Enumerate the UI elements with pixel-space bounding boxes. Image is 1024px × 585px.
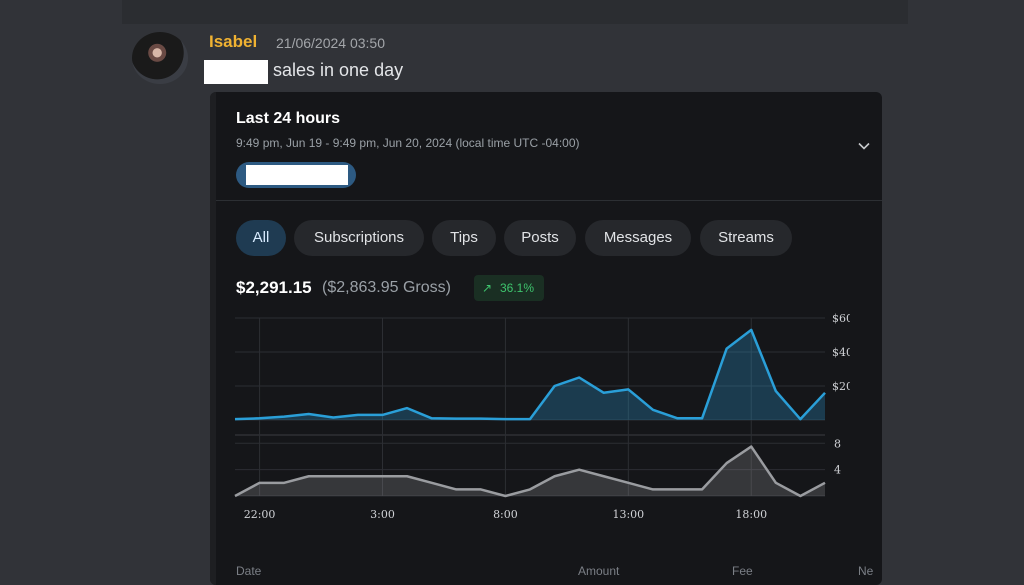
y-tick-label: $200 (832, 380, 850, 393)
col-header-net: Ne (858, 564, 874, 578)
tab-tips[interactable]: Tips (432, 220, 496, 256)
period-range: 9:49 pm, Jun 19 - 9:49 pm, Jun 20, 2024 … (236, 136, 580, 150)
change-percent: 36.1% (500, 281, 535, 295)
earnings-chart: $600 $400 $200 8 4 22:00 3:00 8:00 13:00 18:00 (234, 312, 850, 521)
amount-series-line (234, 328, 826, 421)
change-badge: ↗ 36.1% (474, 275, 544, 301)
y-tick-label: 4 (834, 464, 841, 477)
count-series-area (235, 446, 825, 496)
tab-all[interactable]: All (236, 220, 286, 256)
embed-left-edge (210, 92, 216, 585)
count-series-line (234, 445, 826, 498)
x-tick-label: 8:00 (493, 508, 518, 521)
tab-subscriptions[interactable]: Subscriptions (294, 220, 424, 256)
x-tick-label: 3:00 (370, 508, 395, 521)
col-header-amount: Amount (578, 564, 620, 578)
trend-up-arrow-icon: ↗ (482, 281, 493, 295)
x-tick-label: 22:00 (244, 508, 276, 521)
x-tick-label: 13:00 (612, 508, 644, 521)
amount-chart (234, 328, 826, 421)
redacted-text-block (204, 60, 268, 84)
period-title: Last 24 hours (236, 110, 341, 127)
net-amount: $2,291.15 (236, 278, 312, 297)
x-tick-label: 18:00 (735, 508, 767, 521)
message-text: sales in one day (273, 60, 404, 80)
count-chart (234, 445, 826, 498)
previous-message-strip (122, 0, 908, 24)
chart-grid (235, 317, 825, 497)
redaction-box (246, 165, 348, 185)
col-header-date: Date (236, 564, 262, 578)
chart-labels: $600 $400 $200 8 4 22:00 3:00 8:00 13:00 18:00 (244, 312, 850, 521)
message-timestamp: 21/06/2024 03:50 (276, 35, 385, 51)
tab-streams[interactable]: Streams (700, 220, 792, 256)
redacted-pill (236, 162, 356, 188)
user-avatar[interactable] (132, 32, 188, 84)
tab-messages[interactable]: Messages (585, 220, 691, 256)
y-tick-label: $400 (832, 346, 850, 359)
tab-posts[interactable]: Posts (504, 220, 576, 256)
amount-series-area (235, 329, 825, 420)
message-author[interactable]: Isabel (209, 32, 258, 51)
header-divider (216, 200, 882, 201)
y-tick-label: 8 (834, 437, 841, 450)
gross-amount: ($2,863.95 Gross) (322, 279, 451, 296)
screenshot-embed[interactable]: Last 24 hours 9:49 pm, Jun 19 - 9:49 pm,… (210, 92, 882, 585)
y-tick-label: $600 (832, 312, 850, 325)
col-header-fee: Fee (732, 564, 753, 578)
chevron-down-icon[interactable] (858, 140, 870, 152)
